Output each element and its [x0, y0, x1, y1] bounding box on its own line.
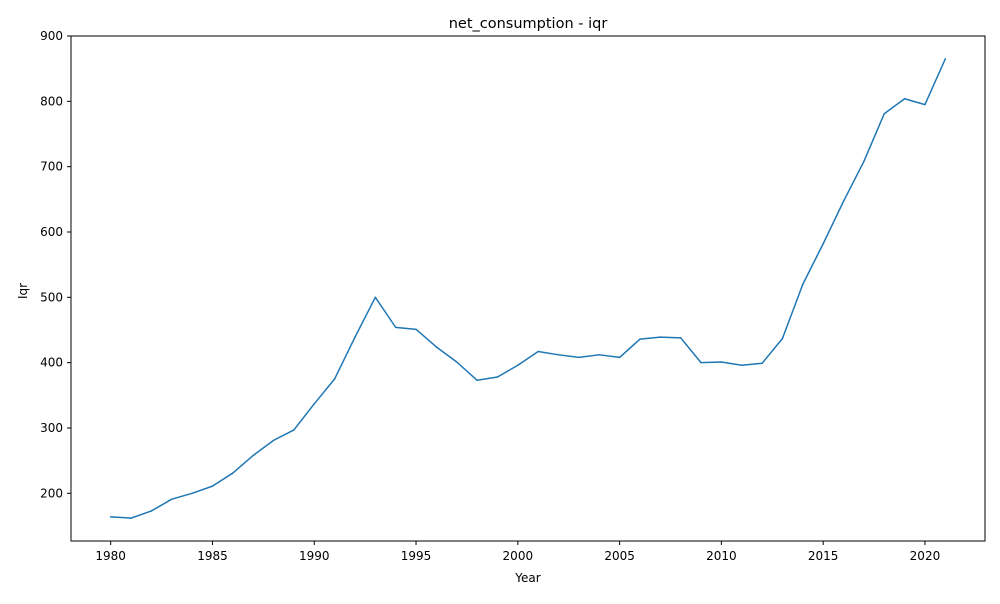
- data-point: [598, 354, 600, 356]
- data-point: [232, 472, 234, 474]
- x-tick-label: 2020: [910, 549, 941, 563]
- x-axis-ticks: 1980 1985 1990 1995 2000 2005 2010 2015 2020: [95, 541, 940, 563]
- data-point: [211, 485, 214, 487]
- data-point: [802, 283, 804, 285]
- data-point: [313, 403, 316, 405]
- data-point: [578, 356, 580, 359]
- x-tick-label: 2010: [706, 549, 737, 563]
- y-axis-ticks: 200 300 400 500 600 700 800 900: [40, 29, 71, 500]
- data-point: [374, 296, 377, 299]
- data-point: [761, 362, 763, 365]
- data-point: [700, 361, 702, 364]
- y-tick-label: 400: [40, 356, 63, 370]
- chart-title: net_consumption - iqr: [449, 16, 608, 32]
- x-tick-label: 1990: [299, 549, 330, 563]
- data-point: [293, 429, 295, 431]
- y-tick-label: 500: [40, 290, 63, 304]
- x-tick-label: 1985: [197, 549, 228, 563]
- data-point: [659, 336, 662, 338]
- data-point: [333, 378, 336, 380]
- y-tick-label: 200: [40, 486, 63, 500]
- y-tick-label: 700: [40, 160, 63, 174]
- x-tick-label: 2005: [604, 549, 635, 563]
- data-point: [618, 356, 621, 359]
- data-point: [456, 361, 458, 363]
- x-tick-label: 1995: [401, 549, 432, 563]
- series-line: [109, 58, 947, 519]
- data-point: [822, 243, 824, 245]
- data-point: [415, 328, 417, 331]
- data-point: [272, 439, 275, 442]
- y-tick-label: 300: [40, 421, 63, 435]
- data-point: [435, 346, 438, 348]
- data-point: [781, 337, 784, 340]
- data-point: [842, 200, 845, 203]
- data-point: [557, 354, 560, 356]
- y-tick-label: 900: [40, 29, 63, 43]
- data-point: [517, 364, 519, 367]
- data-point: [394, 326, 397, 329]
- data-point: [354, 336, 356, 338]
- data-point: [191, 492, 193, 495]
- data-point: [496, 376, 499, 378]
- data-point: [150, 510, 153, 512]
- data-point: [944, 58, 947, 60]
- x-tick-label: 1980: [95, 549, 126, 563]
- data-point: [679, 337, 682, 339]
- data-point: [903, 97, 906, 100]
- data-point: [130, 517, 132, 519]
- data-point: [476, 379, 478, 382]
- series-points: [109, 58, 947, 519]
- data-point: [109, 516, 112, 518]
- data-point: [863, 160, 865, 163]
- plot-area-frame: [70, 35, 986, 542]
- data-point: [740, 364, 743, 367]
- data-point: [924, 103, 926, 106]
- x-tick-label: 2015: [808, 549, 839, 563]
- x-axis-label: Year: [514, 571, 540, 585]
- data-point: [171, 498, 173, 500]
- y-tick-label: 800: [40, 94, 63, 108]
- x-tick-label: 2000: [503, 549, 534, 563]
- data-point: [252, 454, 254, 457]
- y-axis-label: Iqr: [16, 283, 30, 299]
- data-point: [639, 338, 641, 340]
- data-point: [883, 112, 885, 115]
- y-tick-label: 600: [40, 225, 63, 239]
- data-point: [537, 350, 539, 353]
- data-point: [720, 361, 723, 363]
